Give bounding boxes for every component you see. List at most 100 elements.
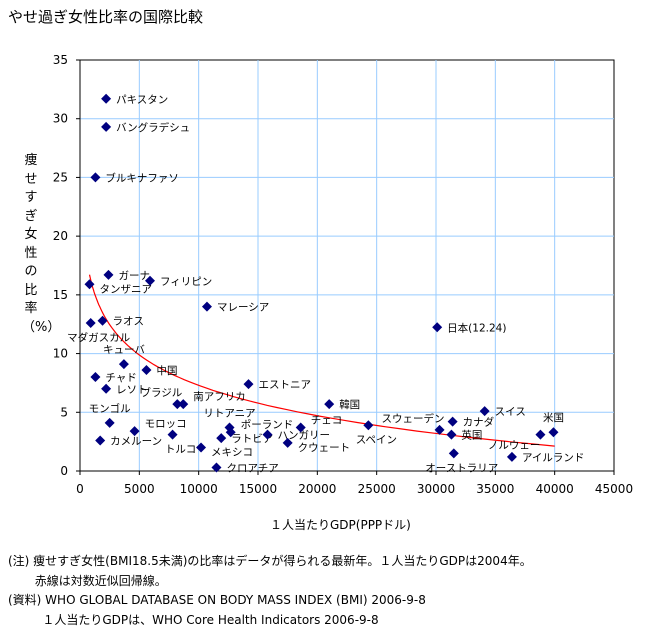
data-point bbox=[363, 420, 374, 431]
data-label: エストニア bbox=[259, 379, 312, 391]
plot-area bbox=[79, 59, 615, 472]
data-point bbox=[145, 275, 156, 286]
data-label: スペイン bbox=[356, 434, 397, 446]
data-label: ガーナ bbox=[118, 270, 150, 282]
data-label: クウェート bbox=[298, 442, 351, 454]
x-tick-label: 10000 bbox=[180, 482, 218, 496]
data-point bbox=[216, 433, 227, 444]
y-tick-label: 15 bbox=[53, 288, 68, 302]
data-point bbox=[104, 417, 115, 428]
data-point bbox=[225, 427, 236, 438]
data-label: ラオス bbox=[113, 316, 144, 328]
data-point bbox=[101, 93, 112, 104]
x-tick-label: 35000 bbox=[476, 482, 514, 496]
note-line: 赤線は対数近似回帰線。 bbox=[8, 573, 167, 588]
x-tick-label: 15000 bbox=[239, 482, 277, 496]
data-point bbox=[172, 399, 183, 410]
data-label: カメルーン bbox=[110, 435, 162, 447]
y-tick-label: 5 bbox=[60, 405, 68, 419]
data-label: パキスタン bbox=[116, 94, 168, 106]
scatter-chart: 0 5000 10000 15000 20000 25000 30000 35000 40000… bbox=[53, 53, 633, 496]
data-label: チェコ bbox=[311, 415, 343, 427]
data-point bbox=[178, 399, 189, 410]
data-label: ラトビア bbox=[231, 433, 273, 445]
data-label: メキシコ bbox=[211, 447, 253, 459]
data-point bbox=[167, 429, 178, 440]
data-label: ブラジル bbox=[141, 386, 183, 399]
data-label: カナダ bbox=[463, 416, 495, 429]
data-point bbox=[282, 437, 293, 448]
x-axis-label: １人当たりGDP(PPPドル) bbox=[270, 518, 411, 532]
data-label: ブルキナファソ bbox=[105, 171, 179, 184]
data-point bbox=[97, 315, 108, 326]
x-tick-label: 5000 bbox=[124, 482, 155, 496]
data-label: クロアチア bbox=[226, 462, 278, 474]
y-tick-label: 35 bbox=[53, 53, 68, 67]
data-point bbox=[90, 372, 101, 383]
data-label: スイス bbox=[495, 406, 526, 418]
data-label: タンザニア bbox=[99, 283, 152, 295]
data-label: アイルランド bbox=[522, 452, 584, 464]
note-line: (資料) WHO GLOBAL DATABASE ON BODY MASS IN… bbox=[8, 593, 426, 607]
y-tick-label: 10 bbox=[53, 347, 68, 361]
data-label: モンゴル bbox=[89, 402, 131, 415]
data-point bbox=[90, 172, 101, 183]
data-point bbox=[324, 399, 335, 410]
data-point bbox=[129, 426, 140, 437]
note-line: (注) 痩せすぎ女性(BMI18.5未満)の比率はデータが得られる最新年。１人当… bbox=[8, 554, 532, 568]
data-point bbox=[95, 435, 106, 446]
data-label: ノルウェー bbox=[488, 440, 541, 452]
x-tick-label: 30000 bbox=[417, 482, 455, 496]
data-label: スウェーデン bbox=[382, 412, 445, 425]
data-label: マレーシア bbox=[217, 302, 269, 314]
data-label: トルコ bbox=[165, 444, 196, 456]
data-label: オーストラリア bbox=[425, 462, 498, 474]
y-tick-label: 0 bbox=[60, 464, 68, 478]
x-tick-label: 20000 bbox=[298, 482, 336, 496]
data-label: チャド bbox=[105, 372, 136, 384]
data-label: バングラデシュ bbox=[116, 121, 190, 134]
data-point bbox=[262, 429, 273, 440]
data-point bbox=[243, 379, 254, 390]
data-point bbox=[506, 451, 517, 462]
x-tick-label: 40000 bbox=[536, 482, 574, 496]
data-point bbox=[85, 318, 96, 329]
data-point bbox=[295, 422, 306, 433]
data-point bbox=[479, 406, 490, 417]
data-label: 中国 bbox=[156, 364, 177, 377]
data-point bbox=[448, 448, 459, 459]
data-label: ハンガリー bbox=[277, 430, 330, 442]
data-point bbox=[196, 442, 207, 453]
trend-line bbox=[88, 274, 555, 447]
data-label: 英国 bbox=[461, 429, 482, 442]
data-point bbox=[101, 383, 112, 394]
data-label: ポーランド bbox=[241, 419, 294, 431]
data-point bbox=[84, 279, 95, 290]
x-tick-label: 0 bbox=[76, 482, 84, 496]
data-label: レソト bbox=[116, 384, 147, 396]
x-tick-label: 25000 bbox=[358, 482, 396, 496]
y-tick-label: 25 bbox=[53, 170, 68, 184]
data-label: 米国 bbox=[543, 411, 564, 424]
notes: (注) 痩せすぎ女性(BMI18.5未満)の比率はデータが得られる最新年。１人当… bbox=[8, 552, 532, 630]
data-point bbox=[434, 424, 445, 435]
data-label: マダガスカル bbox=[67, 331, 130, 344]
data-point bbox=[447, 416, 458, 427]
y-tick-label: 30 bbox=[53, 112, 68, 126]
data-label: 韓国 bbox=[339, 399, 360, 411]
data-label: モロッコ bbox=[145, 418, 187, 430]
data-point bbox=[211, 462, 222, 473]
data-label: フィリピン bbox=[160, 276, 212, 288]
data-point bbox=[103, 269, 114, 280]
data-point bbox=[201, 301, 212, 312]
data-label: 日本(12.24) bbox=[447, 321, 506, 334]
data-point bbox=[101, 121, 112, 132]
data-point bbox=[446, 429, 457, 440]
note-line: １人当たりGDPは、WHO Core Health Indicators 200… bbox=[8, 612, 379, 627]
data-point bbox=[535, 429, 546, 440]
chart-title: やせ過ぎ女性比率の国際比較 bbox=[8, 8, 204, 26]
data-point bbox=[548, 427, 559, 438]
x-tick-label: 45000 bbox=[595, 482, 633, 496]
data-point bbox=[141, 365, 152, 376]
data-point bbox=[118, 359, 129, 370]
